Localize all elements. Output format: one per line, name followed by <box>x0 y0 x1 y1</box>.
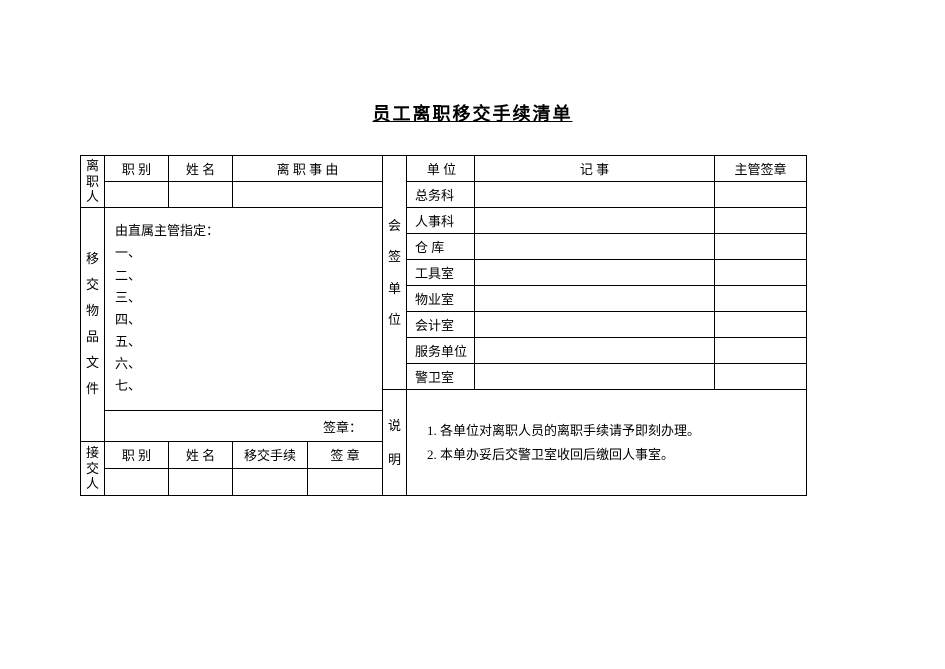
sv-7 <box>715 364 807 390</box>
handover-item-2: 二、 <box>115 265 372 287</box>
col-reason: 离 职 事 由 <box>233 156 383 182</box>
dept-row-3: 工具室 <box>407 260 475 286</box>
sv-3 <box>715 260 807 286</box>
handover-sign-label: 签章： <box>323 420 362 435</box>
col-name: 姓 名 <box>169 156 233 182</box>
recv-position-value <box>105 468 169 495</box>
recv-col-procedure: 移交手续 <box>233 441 308 468</box>
record-1 <box>475 208 715 234</box>
form-container: 离职人 职 别 姓 名 离 职 事 由 移交物品文件 由直属主管指定： 一、 二… <box>80 155 807 496</box>
handover-item-4: 四、 <box>115 309 372 331</box>
hdr-unit: 单 位 <box>407 156 475 182</box>
notes-section-label: 说明 <box>383 390 407 496</box>
sv-4 <box>715 286 807 312</box>
departing-name-value <box>169 182 233 208</box>
note-1: 各单位对离职人员的离职手续请予即刻办理。 <box>427 419 792 442</box>
countersign-section-label: 会签单位 <box>383 156 407 390</box>
record-6 <box>475 338 715 364</box>
hdr-supervisor: 主管签章 <box>715 156 807 182</box>
record-5 <box>475 312 715 338</box>
dept-row-0: 总务科 <box>407 182 475 208</box>
record-0 <box>475 182 715 208</box>
hdr-record: 记 事 <box>475 156 715 182</box>
handover-sign-row: 签章： <box>105 411 383 441</box>
dept-row-5: 会计室 <box>407 312 475 338</box>
sv-0 <box>715 182 807 208</box>
dept-row-1: 人事科 <box>407 208 475 234</box>
recv-col-position: 职 别 <box>105 441 169 468</box>
handover-item-1: 一、 <box>115 242 372 264</box>
sv-1 <box>715 208 807 234</box>
record-2 <box>475 234 715 260</box>
page-title: 员工离职移交手续清单 <box>0 0 945 151</box>
handover-instruction: 由直属主管指定： <box>115 220 372 242</box>
recv-name-value <box>169 468 233 495</box>
sv-2 <box>715 234 807 260</box>
handover-items-cell: 由直属主管指定： 一、 二、 三、 四、 五、 六、 七、 <box>105 208 383 411</box>
receiver-section-label: 接交人 <box>81 441 105 495</box>
record-3 <box>475 260 715 286</box>
dept-row-2: 仓 库 <box>407 234 475 260</box>
handover-item-6: 六、 <box>115 353 372 375</box>
dept-row-4: 物业室 <box>407 286 475 312</box>
handover-item-5: 五、 <box>115 331 372 353</box>
record-4 <box>475 286 715 312</box>
handover-section-label: 移交物品文件 <box>81 208 105 441</box>
dept-row-6: 服务单位 <box>407 338 475 364</box>
handover-item-3: 三、 <box>115 287 372 309</box>
record-7 <box>475 364 715 390</box>
recv-sign-value <box>308 468 383 495</box>
departing-reason-value <box>233 182 383 208</box>
col-position: 职 别 <box>105 156 169 182</box>
handover-item-7: 七、 <box>115 375 372 397</box>
recv-col-name: 姓 名 <box>169 441 233 468</box>
notes-cell: 各单位对离职人员的离职手续请予即刻办理。 本单办妥后交警卫室收回后缴回人事室。 <box>407 390 807 496</box>
departing-position-value <box>105 182 169 208</box>
dept-row-7: 警卫室 <box>407 364 475 390</box>
sv-5 <box>715 312 807 338</box>
recv-col-sign: 签 章 <box>308 441 383 468</box>
recv-procedure-value <box>233 468 308 495</box>
right-table: 会签单位 单 位 记 事 主管签章 总务科 人事科 仓 库 工具室 <box>382 155 807 496</box>
note-2: 本单办妥后交警卫室收回后缴回人事室。 <box>427 443 792 466</box>
left-table: 离职人 职 别 姓 名 离 职 事 由 移交物品文件 由直属主管指定： 一、 二… <box>80 155 383 496</box>
departing-section-label: 离职人 <box>81 156 105 208</box>
sv-6 <box>715 338 807 364</box>
